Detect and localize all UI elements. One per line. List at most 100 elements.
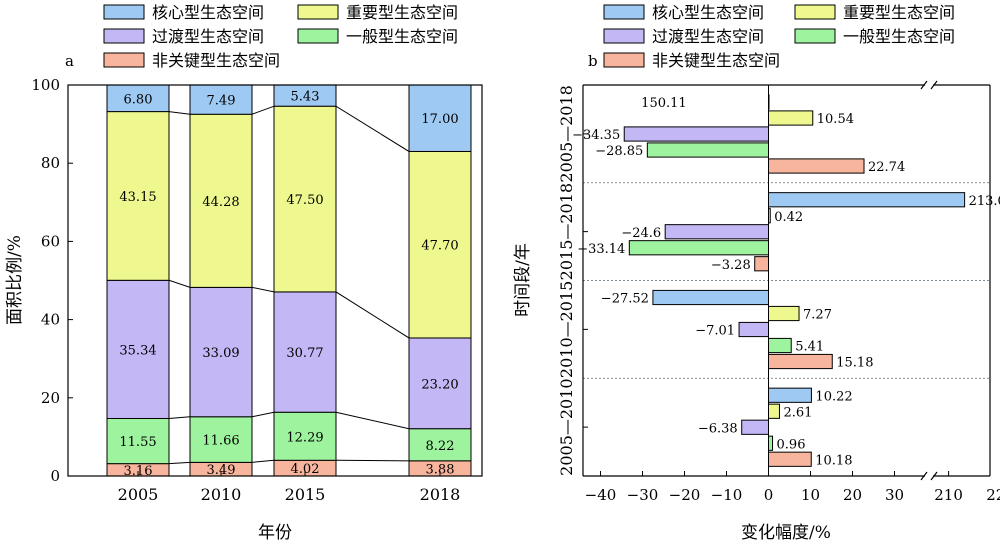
panel-b-letter: b [588, 52, 598, 70]
a-xtick-label-2: 2015 [285, 485, 326, 504]
a-legend-swatch-core [103, 4, 145, 20]
a-legend-label-noncritical: 非关键型生态空间 [152, 51, 280, 70]
a-bar-general-2015 [273, 411, 337, 461]
b-bar-general-2 [768, 337, 792, 354]
b-legend-label-general: 一般型生态空间 [843, 27, 955, 46]
b-legend-label-important: 重要型生态空间 [843, 3, 955, 22]
a-legend-label-core: 核心型生态空间 [152, 3, 264, 22]
panel-a-letter: a [65, 52, 74, 70]
b-bar-noncritical-3 [768, 451, 812, 467]
a-ytick-label-1: 20 [41, 389, 60, 407]
b-bar-general-3 [768, 435, 774, 451]
b-xtick-label-9: 220 [986, 486, 1000, 504]
a-bar-important-2010 [189, 113, 253, 288]
b-legend-label-noncritical: 非关键型生态空间 [652, 51, 780, 70]
a-bar-value-important-2015: 47.50 [286, 193, 323, 208]
b-bar-value-transition-1: −24.6 [621, 226, 661, 241]
a-legend-label-general: 一般型生态空间 [346, 27, 458, 46]
a-bar-general-2005 [106, 417, 170, 465]
a-bar-value-core-2005: 6.80 [124, 92, 153, 107]
b-bar-transition-3 [741, 419, 769, 435]
b-xtick-label-8: 210 [934, 486, 963, 504]
b-bar-general-0 [646, 142, 770, 158]
b-bar-noncritical-0 [768, 158, 865, 174]
b-bar-value-core-1: 213.08 [969, 194, 1000, 209]
a-bar-core-2005 [106, 84, 170, 113]
b-bar-value-important-1: 0.42 [774, 210, 803, 225]
a-bar-general-2018 [408, 428, 472, 462]
a-bar-transition-2005 [106, 279, 170, 419]
a-ytick-label-4: 80 [41, 154, 60, 172]
b-period-label-3: 2005—2010 [557, 378, 576, 475]
b-x-axis-title: 变化幅度/% [741, 523, 831, 543]
b-bar-noncritical-1 [754, 256, 769, 272]
b-xtick-label-3: −10 [711, 486, 743, 504]
a-legend-swatch-noncritical [103, 52, 145, 68]
a-bar-value-noncritical-2018: 3.88 [426, 462, 455, 477]
a-boundary-line-2 [107, 279, 471, 339]
a-boundary-line-0 [107, 459, 471, 465]
b-y-axis-title: 时间段/年 [513, 243, 533, 317]
b-bar-value-important-3: 2.61 [783, 405, 812, 420]
b-break-mark-l-1 [920, 471, 928, 481]
b-bar-value-noncritical-3: 10.18 [815, 453, 852, 468]
b-legend-swatch-important [794, 4, 836, 20]
a-bar-transition-2018 [408, 337, 472, 430]
b-bar-general-1 [628, 240, 770, 256]
a-legend-label-important: 重要型生态空间 [346, 3, 458, 22]
b-bar-value-transition-3: −6.38 [698, 421, 738, 436]
a-x-axis-title: 年份 [258, 523, 292, 543]
b-bar-value-core-0: 150.11 [641, 96, 687, 111]
b-xtick-label-6: 20 [843, 486, 862, 504]
a-bar-value-noncritical-2015: 4.02 [291, 462, 320, 477]
a-y-axis-title: 面积比例/% [5, 235, 25, 325]
b-bar-transition-2 [738, 321, 769, 338]
b-bar-transition-0 [623, 126, 769, 142]
a-bar-transition-2010 [189, 286, 253, 418]
b-legend-swatch-noncritical [603, 52, 645, 68]
a-bar-core-2018 [408, 84, 472, 152]
a-xtick-label-0: 2005 [118, 485, 159, 504]
a-legend-swatch-important [297, 4, 339, 20]
a-bar-value-general-2018: 8.22 [426, 439, 455, 454]
a-bar-value-general-2005: 11.55 [119, 435, 156, 450]
b-bar-value-general-2: 5.41 [795, 340, 824, 355]
a-ytick-label-2: 40 [41, 311, 60, 329]
b-period-label-1: 2015—2018 [557, 183, 576, 280]
a-bar-value-transition-2018: 23.20 [421, 377, 458, 392]
b-xtick-label-2: −20 [669, 486, 701, 504]
a-plot-frame [67, 84, 483, 477]
a-bar-core-2010 [189, 84, 253, 115]
b-xtick-label-4: 0 [764, 486, 774, 504]
a-bar-value-transition-2010: 33.09 [202, 346, 239, 361]
b-legend-swatch-core [603, 4, 645, 20]
b-bar-value-noncritical-2: 15.18 [836, 356, 873, 371]
a-ytick-label-5: 100 [31, 76, 60, 94]
b-bar-core-3 [768, 387, 812, 403]
b-bar-value-transition-2: −7.01 [695, 324, 735, 339]
b-break-mark-l-0 [920, 80, 928, 90]
b-bar-value-important-2: 7.27 [803, 308, 832, 323]
a-xtick-label-3: 2018 [420, 485, 461, 504]
a-bar-value-transition-2015: 30.77 [286, 346, 323, 361]
a-boundary-line-3 [107, 105, 471, 152]
a-bar-value-important-2010: 44.28 [202, 195, 239, 210]
b-bar-core-1 [768, 192, 966, 208]
b-bar-value-general-1: −33.14 [577, 242, 625, 257]
a-bar-value-core-2018: 17.00 [421, 112, 458, 127]
a-legend-label-transition: 过渡型生态空间 [152, 27, 264, 46]
b-bar-important-0 [768, 110, 814, 126]
b-xtick-label-1: −30 [627, 486, 659, 504]
a-ytick-label-3: 60 [41, 232, 60, 250]
b-period-label-0: 2005—2018 [557, 85, 576, 182]
a-boundary-line-1 [107, 411, 471, 430]
a-bar-value-core-2015: 5.43 [291, 90, 320, 105]
a-ytick-label-0: 0 [50, 467, 60, 485]
a-bar-value-noncritical-2010: 3.49 [207, 463, 236, 478]
a-bar-important-2005 [106, 111, 170, 281]
a-bar-value-general-2015: 12.29 [286, 430, 323, 445]
b-legend-label-core: 核心型生态空间 [652, 3, 764, 22]
b-bar-value-important-0: 10.54 [817, 112, 854, 127]
